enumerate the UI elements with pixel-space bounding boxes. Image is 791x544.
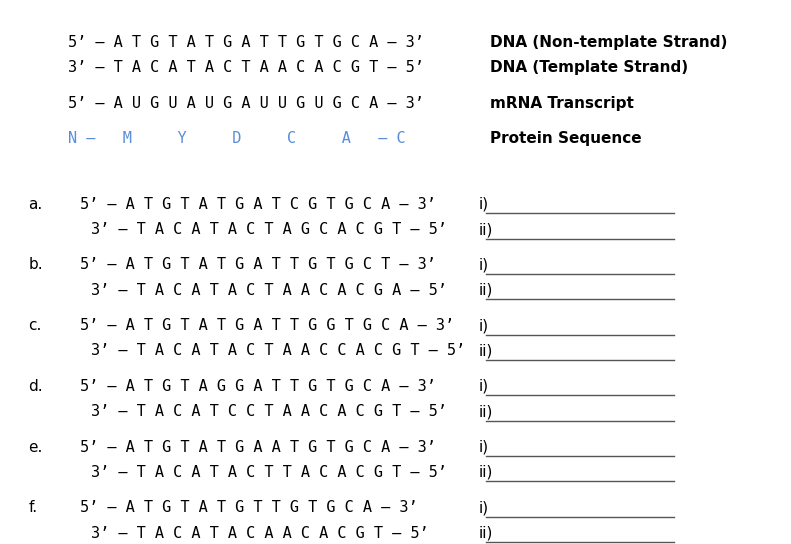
Text: 3’ – T A C A T A C T A A C C A C G T – 5’: 3’ – T A C A T A C T A A C C A C G T – 5… [91,343,465,358]
Text: 3’ – T A C A T A C T A A C A C G T – 5’: 3’ – T A C A T A C T A A C A C G T – 5’ [68,60,424,75]
Text: i): i) [479,440,489,455]
Text: i): i) [479,197,489,212]
Text: 5’ – A T G T A T G A T C G T G C A – 3’: 5’ – A T G T A T G A T C G T G C A – 3’ [80,197,436,212]
Text: ii): ii) [479,222,493,237]
Text: a.: a. [28,197,43,212]
Text: 5’ – A T G T A G G A T T G T G C A – 3’: 5’ – A T G T A G G A T T G T G C A – 3’ [80,379,436,394]
Text: ii): ii) [479,465,493,480]
Text: 3’ – T A C A T A C T A A C A C G A – 5’: 3’ – T A C A T A C T A A C A C G A – 5’ [91,283,447,298]
Text: DNA (Template Strand): DNA (Template Strand) [490,60,688,75]
Text: c.: c. [28,318,42,333]
Text: i): i) [479,318,489,333]
Text: b.: b. [28,257,43,273]
Text: d.: d. [28,379,43,394]
Text: 3’ – T A C A T A C T T A C A C G T – 5’: 3’ – T A C A T A C T T A C A C G T – 5’ [91,465,447,480]
Text: 5’ – A T G T A T G T T G T G C A – 3’: 5’ – A T G T A T G T T G T G C A – 3’ [80,500,418,515]
Text: mRNA Transcript: mRNA Transcript [490,96,634,110]
Text: 5’ – A T G T A T G A A T G T G C A – 3’: 5’ – A T G T A T G A A T G T G C A – 3’ [80,440,436,455]
Text: ii): ii) [479,343,493,358]
Text: 5’ – A U G U A U G A U U G U G C A – 3’: 5’ – A U G U A U G A U U G U G C A – 3’ [68,96,424,110]
Text: 3’ – T A C A T A C T A G C A C G T – 5’: 3’ – T A C A T A C T A G C A C G T – 5’ [91,222,447,237]
Text: 5’ – A T G T A T G A T T G T G C T – 3’: 5’ – A T G T A T G A T T G T G C T – 3’ [80,257,436,273]
Text: 5’ – A T G T A T G A T T G G T G C A – 3’: 5’ – A T G T A T G A T T G G T G C A – 3… [80,318,454,333]
Text: f.: f. [28,500,37,515]
Text: ii): ii) [479,283,493,298]
Text: i): i) [479,257,489,273]
Text: i): i) [479,500,489,515]
Text: e.: e. [28,440,43,455]
Text: DNA (Non-template Strand): DNA (Non-template Strand) [490,35,727,50]
Text: 5’ – A T G T A T G A T T G T G C A – 3’: 5’ – A T G T A T G A T T G T G C A – 3’ [68,35,424,50]
Text: ii): ii) [479,404,493,419]
Text: 3’ – T A C A T A C A A C A C G T – 5’: 3’ – T A C A T A C A A C A C G T – 5’ [91,526,429,541]
Text: i): i) [479,379,489,394]
Text: N –   M     Y     D     C     A   – C: N – M Y D C A – C [68,131,406,146]
Text: Protein Sequence: Protein Sequence [490,131,642,146]
Text: 3’ – T A C A T C C T A A C A C G T – 5’: 3’ – T A C A T C C T A A C A C G T – 5’ [91,404,447,419]
Text: ii): ii) [479,526,493,541]
